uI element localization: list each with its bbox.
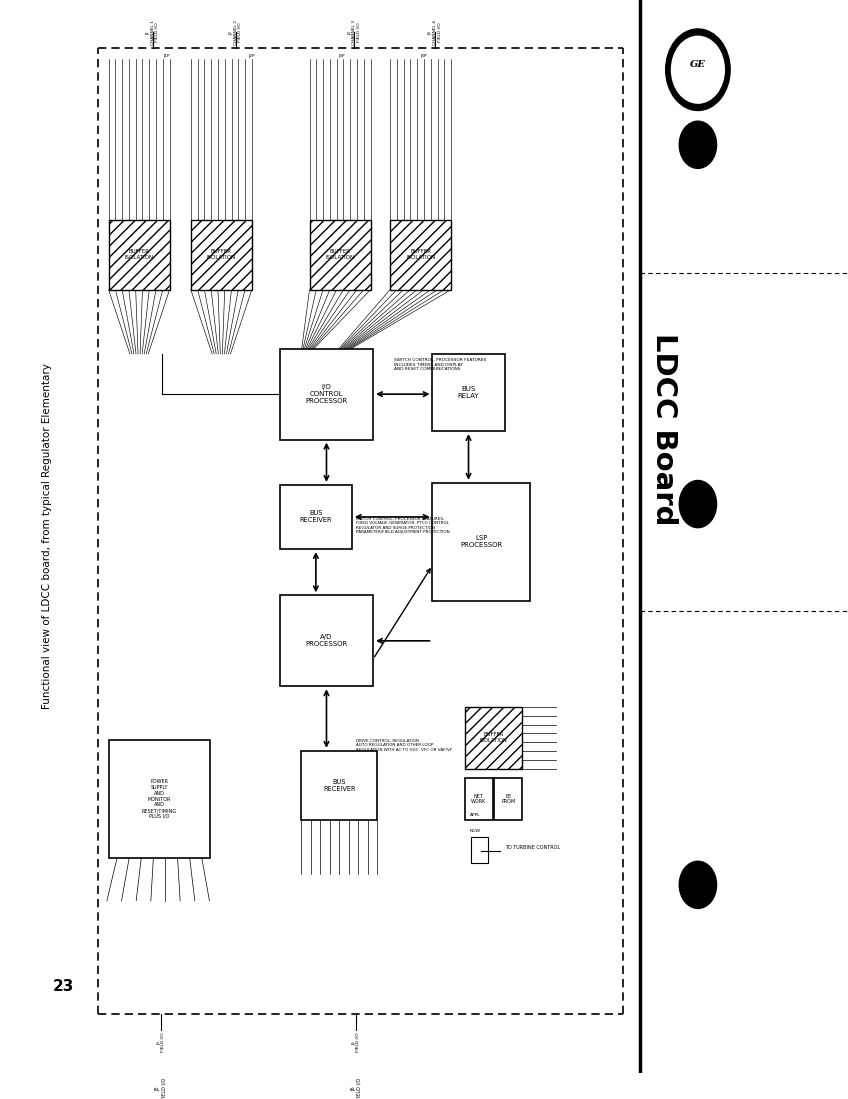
Bar [310,220,371,289]
Text: J5
FIELD I/O: J5 FIELD I/O [156,1078,166,1099]
Text: BUFFER
ISOLATION: BUFFER ISOLATION [326,249,354,260]
Bar [432,354,505,431]
Bar [471,836,488,864]
Text: BUFFER
ISOLATION: BUFFER ISOLATION [207,249,236,260]
Circle shape [679,480,717,528]
Bar [465,778,493,821]
Text: BUS
RECEIVER: BUS RECEIVER [299,510,332,523]
Text: J1
CHANNEL 1
FIELD I/O: J1 CHANNEL 1 FIELD I/O [146,20,159,45]
Text: J2P: J2P [248,54,255,57]
Text: APPL: APPL [470,813,480,818]
Text: J5
FIELD I/O: J5 FIELD I/O [157,1033,165,1053]
Text: J6
FIELD I/O: J6 FIELD I/O [351,1078,361,1099]
Text: EE
PROM: EE PROM [501,793,516,804]
Text: NOW: NOW [470,830,480,833]
Bar [109,740,210,858]
Text: J6
FIELD I/O: J6 FIELD I/O [352,1033,360,1053]
Circle shape [672,36,724,103]
Text: J3P: J3P [338,54,345,57]
Text: MOTOR CONTROL, PROCESSOR FEATURES,
FIXED VOLTAGE GENERATOR, PTCO CONTROL
REGULAT: MOTOR CONTROL, PROCESSOR FEATURES, FIXED… [356,517,449,534]
Text: DRIVE CONTROL, REGULATION
AUTO REGULATION AND OTHER LOOP
REGULATION WITH AC TO V: DRIVE CONTROL, REGULATION AUTO REGULATIO… [356,739,453,752]
Bar [494,778,522,821]
Bar [280,485,352,550]
Bar [465,707,522,769]
Circle shape [679,862,717,909]
Text: J4P: J4P [420,54,427,57]
Text: SWITCH CONTROL, PROCESSOR FEATURES
INCLUDES TIMERS AND DISPLAY
AND RESET COMMUNI: SWITCH CONTROL, PROCESSOR FEATURES INCLU… [394,358,487,371]
Text: POWER
SUPPLY
AND
MONITOR
AND
RESET/TIMING
PLUS I/O: POWER SUPPLY AND MONITOR AND RESET/TIMIN… [142,779,177,819]
Bar [280,596,373,687]
Text: I/O
CONTROL
PROCESSOR: I/O CONTROL PROCESSOR [305,385,348,404]
Text: LDCC Board: LDCC Board [650,333,678,525]
Text: J2
CHANNEL 2
FIELD I/O: J2 CHANNEL 2 FIELD I/O [229,20,243,45]
Text: NET
WORK: NET WORK [471,793,486,804]
Text: LSP
PROCESSOR: LSP PROCESSOR [460,535,502,548]
Bar [301,751,377,821]
Text: J3
CHANNEL 3
FIELD I/O: J3 CHANNEL 3 FIELD I/O [348,20,361,45]
Bar [390,220,451,289]
Bar [280,348,373,440]
Text: BUS
RECEIVER: BUS RECEIVER [323,779,355,792]
Text: BUFFER
ISOLATION: BUFFER ISOLATION [125,249,153,260]
Bar [109,220,170,289]
Text: 23: 23 [53,979,75,995]
Text: BUFFER
ISOLATION: BUFFER ISOLATION [480,733,507,743]
Circle shape [679,121,717,168]
Text: J1P: J1P [163,54,170,57]
Text: BUFFER
ISOLATION: BUFFER ISOLATION [406,249,435,260]
Text: A/D
PROCESSOR: A/D PROCESSOR [305,634,348,647]
Text: TO TURBINE CONTROL: TO TURBINE CONTROL [505,845,561,850]
Text: BUS
RELAY: BUS RELAY [458,386,479,399]
Text: J4
CHANNEL 4
FIELD I/O: J4 CHANNEL 4 FIELD I/O [428,20,442,45]
Bar [432,482,530,601]
Circle shape [666,29,730,111]
Text: Functional view of LDCC board, from typical Regulator Elementary: Functional view of LDCC board, from typi… [42,364,52,709]
Bar [191,220,252,289]
Text: GE: GE [690,59,706,69]
